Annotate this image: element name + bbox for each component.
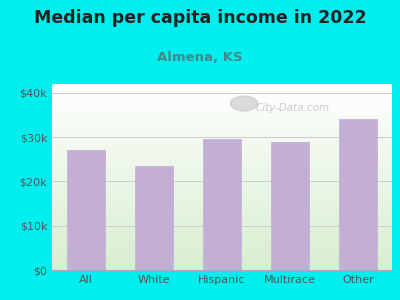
Circle shape: [230, 96, 258, 111]
Bar: [67, 150, 105, 270]
Bar: [203, 140, 241, 270]
Bar: [135, 166, 173, 270]
Text: Almena, KS: Almena, KS: [157, 51, 243, 64]
Bar: [339, 119, 377, 270]
Text: City-Data.com: City-Data.com: [256, 103, 330, 112]
Bar: [271, 142, 309, 270]
Text: Median per capita income in 2022: Median per capita income in 2022: [34, 9, 366, 27]
